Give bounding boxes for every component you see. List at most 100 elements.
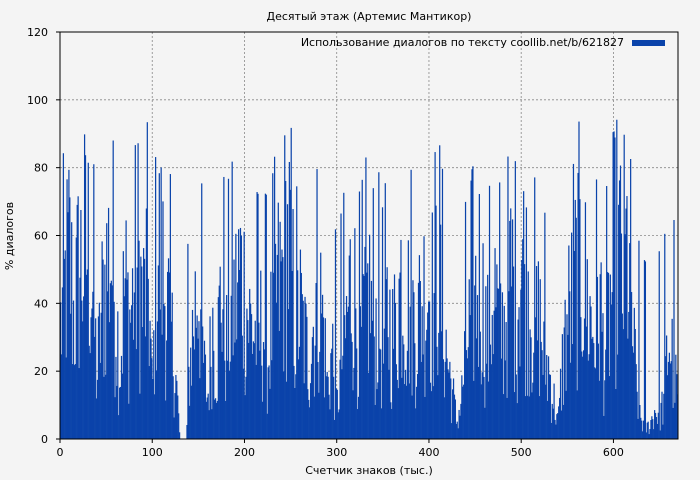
data-bar	[484, 407, 486, 439]
x-tick-label: 600	[603, 446, 624, 459]
data-bar	[286, 204, 289, 439]
data-bar	[479, 331, 481, 439]
data-bar	[124, 278, 126, 439]
data-bar	[205, 401, 207, 439]
data-bar	[615, 389, 617, 439]
data-bar	[534, 177, 536, 439]
data-bar	[606, 272, 609, 439]
y-tick-label: 20	[34, 365, 48, 378]
data-bar	[489, 344, 492, 439]
data-bar	[621, 313, 623, 439]
data-bar	[357, 396, 360, 439]
data-bar	[658, 251, 660, 439]
data-bar	[169, 174, 171, 440]
data-bar	[535, 317, 537, 439]
data-bar	[170, 321, 172, 439]
data-bar	[245, 376, 247, 439]
data-bar	[155, 157, 157, 439]
data-bar	[541, 350, 543, 439]
data-bar	[465, 350, 468, 439]
data-bar	[558, 406, 560, 439]
data-bar	[673, 220, 675, 439]
data-bar	[156, 321, 159, 439]
data-bar	[91, 308, 93, 439]
data-bar	[338, 409, 340, 439]
data-bar	[61, 287, 64, 439]
data-bar	[481, 372, 483, 439]
data-bar	[131, 268, 134, 439]
data-bar	[518, 307, 520, 439]
data-bar	[589, 296, 591, 439]
data-bar	[591, 338, 593, 439]
data-bar	[223, 176, 225, 440]
data-bar	[102, 259, 104, 439]
data-bar	[608, 376, 611, 439]
data-bar	[380, 349, 382, 439]
data-bar	[377, 382, 379, 439]
data-bar	[277, 202, 279, 439]
data-bar	[151, 358, 153, 439]
data-bar	[122, 251, 124, 439]
data-bar	[362, 274, 364, 439]
data-bar	[112, 140, 114, 440]
data-bar	[79, 277, 81, 439]
data-bar	[409, 306, 411, 439]
data-bar	[663, 393, 665, 439]
data-bar	[60, 354, 63, 439]
data-bar	[526, 395, 528, 439]
data-bar	[550, 422, 552, 439]
data-bar	[195, 327, 197, 439]
data-bar	[129, 309, 131, 439]
data-bar	[262, 401, 264, 439]
data-bar	[502, 394, 504, 439]
data-bar	[572, 163, 575, 439]
y-tick-label: 100	[27, 94, 48, 107]
data-bar	[499, 283, 502, 439]
data-bar	[269, 388, 271, 439]
data-bar	[354, 228, 356, 439]
data-bar	[317, 362, 319, 439]
data-bar	[675, 354, 677, 439]
data-bar	[551, 403, 553, 439]
data-bar	[334, 229, 337, 439]
data-bar	[642, 420, 645, 439]
data-bar	[539, 279, 541, 439]
data-bar	[158, 173, 160, 440]
data-bar	[528, 396, 530, 439]
data-bar	[96, 379, 99, 439]
data-bar	[297, 270, 299, 439]
data-bar	[573, 250, 575, 439]
data-bar	[475, 255, 477, 439]
data-bar	[635, 364, 637, 439]
data-bar	[555, 424, 557, 439]
data-bar	[632, 352, 635, 439]
data-bar	[83, 134, 86, 439]
data-bar	[506, 397, 508, 439]
data-bar	[664, 233, 666, 439]
y-tick-label: 80	[34, 162, 48, 175]
data-bar	[540, 341, 542, 439]
data-bar	[237, 282, 239, 439]
data-bar	[209, 316, 211, 439]
data-bar	[645, 432, 647, 439]
data-bar	[304, 296, 306, 439]
data-bar	[319, 351, 321, 439]
data-bar	[652, 419, 654, 439]
data-bar	[258, 322, 260, 439]
data-bar	[521, 260, 523, 439]
data-bar	[257, 193, 259, 439]
data-bar	[226, 360, 229, 439]
data-bar	[87, 162, 89, 439]
data-bar	[80, 210, 82, 439]
data-bar	[316, 169, 318, 439]
data-bar	[67, 212, 69, 439]
data-bar	[433, 293, 435, 439]
data-bar	[464, 331, 466, 439]
data-bar	[432, 386, 434, 439]
data-bar	[300, 272, 302, 439]
data-bar	[421, 306, 423, 439]
data-bar	[441, 168, 444, 440]
data-bar	[221, 351, 223, 439]
data-bar	[333, 419, 336, 439]
data-bar	[594, 368, 597, 439]
